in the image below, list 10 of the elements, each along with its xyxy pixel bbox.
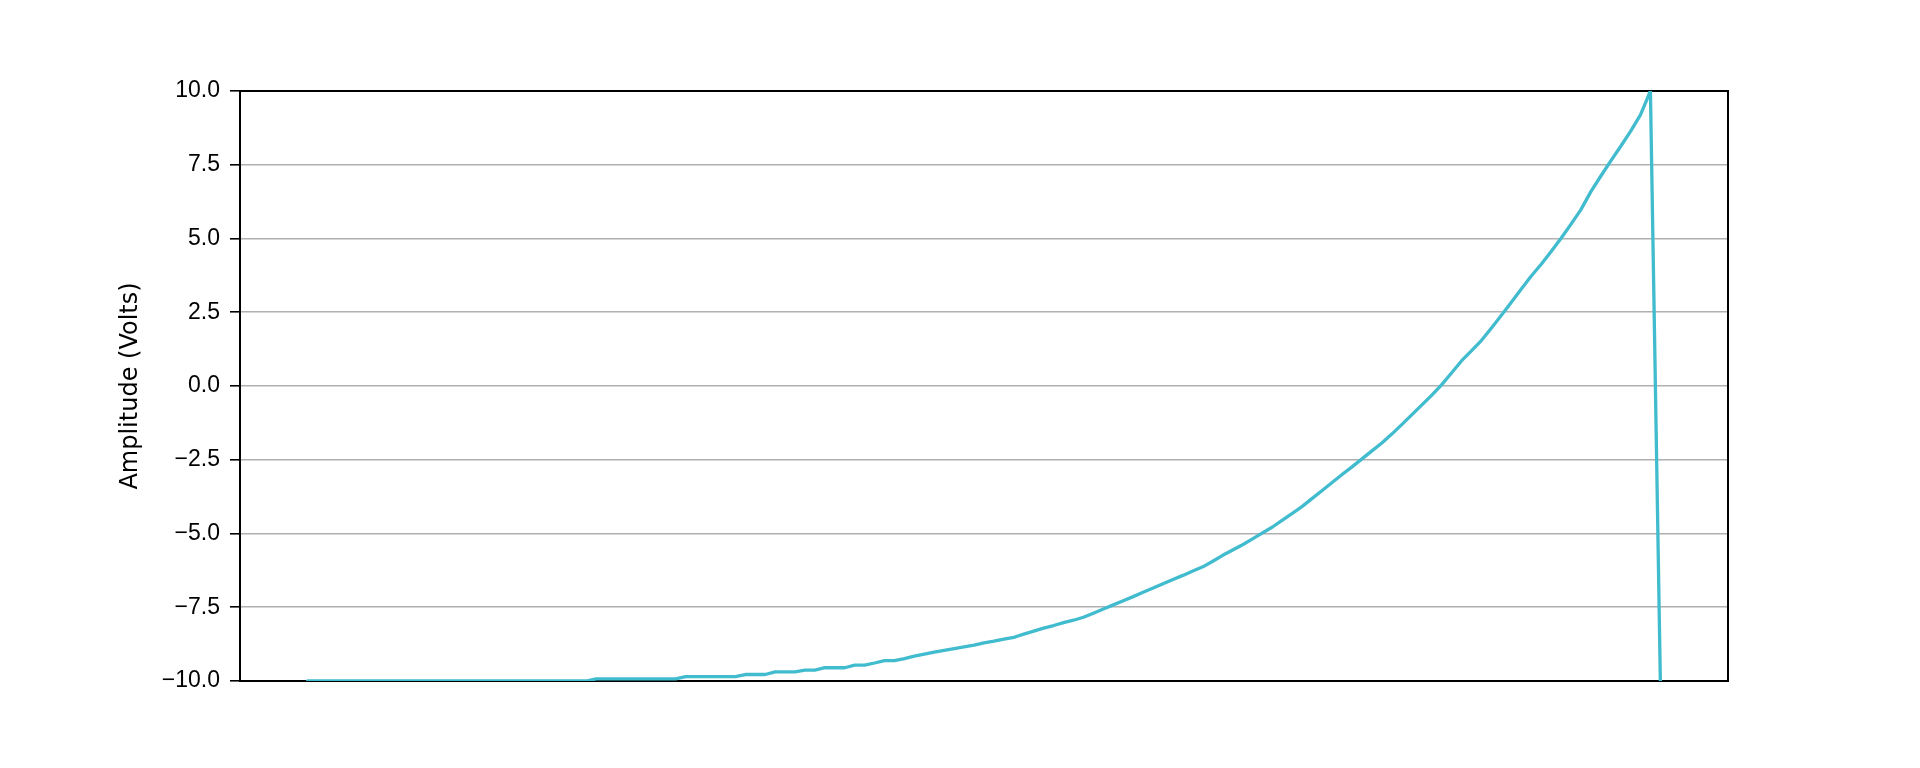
y-tick-label: 5.0 (188, 223, 220, 250)
y-tick-label: −10.0 (161, 666, 220, 693)
y-axis-title: Amplitude (Volts) (114, 282, 143, 490)
y-tick-label: 7.5 (188, 150, 220, 177)
y-tick-label: 2.5 (188, 297, 220, 324)
y-tick-label: −7.5 (174, 592, 220, 619)
y-tick-label: 0.0 (188, 371, 220, 398)
y-tick-label: 10.0 (175, 76, 220, 103)
y-tick-label: −5.0 (174, 518, 220, 545)
y-tick-label: −2.5 (174, 445, 220, 472)
